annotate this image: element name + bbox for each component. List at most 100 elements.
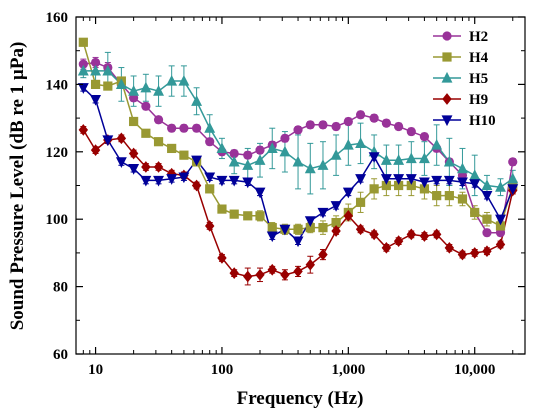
data-point-h4 [167,143,177,154]
x-tick-label: 10,000 [454,362,495,378]
data-point-h9 [293,265,303,278]
data-point-h9 [495,238,506,251]
data-point-h4 [267,223,277,233]
legend-marker-h9 [442,93,452,105]
data-point-h9 [153,161,164,173]
data-point-h10 [380,174,392,185]
data-point-h10 [495,214,506,226]
data-point-h9 [331,225,341,237]
data-point-h9 [204,220,215,232]
data-point-h2 [419,132,430,142]
data-point-h10 [140,175,152,187]
data-point-h2 [191,123,202,133]
data-point-h9 [280,268,290,281]
data-point-h2 [255,145,265,155]
data-point-h10 [355,174,367,185]
data-point-h5 [418,152,430,164]
data-point-h4 [179,150,189,160]
data-point-h9 [116,132,127,145]
data-point-h9 [243,270,253,283]
axes-layer: 10 100 1,000 10,000 60 80 100 120 140 160 [46,10,525,378]
data-point-h2 [280,133,290,143]
data-point-h9 [191,179,202,192]
data-point-h5 [254,154,266,165]
y-tick-label: 60 [53,347,68,363]
data-point-h4 [432,191,442,201]
legend-label-h5: H5 [469,71,488,87]
data-point-h9 [444,242,455,254]
data-point-h9 [343,209,354,222]
data-point-h5 [304,162,316,174]
data-point-h10 [242,177,254,189]
y-tick-label: 100 [46,212,69,228]
data-point-h4 [78,37,88,47]
x-tick-label: 100 [211,362,234,378]
data-point-h2 [293,125,303,135]
data-point-h5 [115,78,127,89]
data-point-h10 [115,157,127,168]
y-tick-label: 140 [46,77,69,93]
data-point-h5 [128,85,140,96]
data-point-h10 [178,172,190,184]
data-point-h2 [141,101,151,111]
data-point-h10 [128,164,140,175]
data-point-h4 [457,194,468,204]
data-point-h10 [443,175,455,187]
data-point-h10 [166,174,178,185]
data-point-h2 [381,118,391,128]
data-point-h4 [129,116,139,127]
data-point-h10 [457,177,468,189]
data-point-h9 [217,252,227,264]
data-point-h4 [369,184,379,194]
legend-marker-h4 [442,52,452,62]
data-point-h2 [179,123,189,133]
data-point-h4 [90,79,101,89]
data-point-h5 [355,137,367,148]
data-point-h2 [167,123,177,133]
data-point-h2 [482,228,492,238]
data-point-h9 [78,124,89,136]
legend-marker-h5 [441,71,453,83]
data-point-h9 [141,161,151,173]
data-point-h4 [103,81,113,91]
data-point-h10 [304,216,316,227]
data-point-h9 [128,147,139,160]
data-point-h10 [266,231,278,243]
data-point-h5 [178,74,190,86]
data-point-h10 [279,224,291,236]
data-point-h4 [293,224,303,234]
data-point-h5 [457,162,468,174]
data-point-h4 [255,211,265,221]
y-tick-label: 160 [46,10,69,26]
data-point-h10 [330,201,342,212]
data-point-h4 [470,207,480,218]
data-point-h9 [267,263,277,276]
data-point-h4 [318,223,328,233]
legend: H2 H4 H5 H9 H10 [433,29,496,129]
data-point-h5 [242,159,254,170]
data-point-h4 [153,137,164,147]
y-tick-label: 80 [53,280,68,296]
data-point-h4 [217,204,227,214]
data-point-h10 [102,135,114,147]
data-point-h10 [481,191,493,202]
data-point-h5 [204,122,216,133]
data-point-h2 [394,121,404,132]
data-point-h2 [153,115,164,125]
data-point-h9 [229,267,239,279]
legend-marker-h2 [442,31,452,41]
data-point-h10 [292,236,304,248]
data-point-h5 [166,74,178,86]
data-point-h5 [431,138,443,150]
data-point-h10 [90,94,102,106]
data-point-h5 [191,95,203,106]
data-point-h2 [243,150,253,160]
data-point-h10 [191,155,203,167]
data-point-h4 [355,197,366,207]
data-point-h5 [279,145,291,157]
data-point-h9 [393,235,404,247]
data-point-h10 [228,175,240,187]
data-point-h2 [305,120,315,130]
data-point-h5 [481,179,493,191]
legend-marker-h10 [441,115,453,127]
